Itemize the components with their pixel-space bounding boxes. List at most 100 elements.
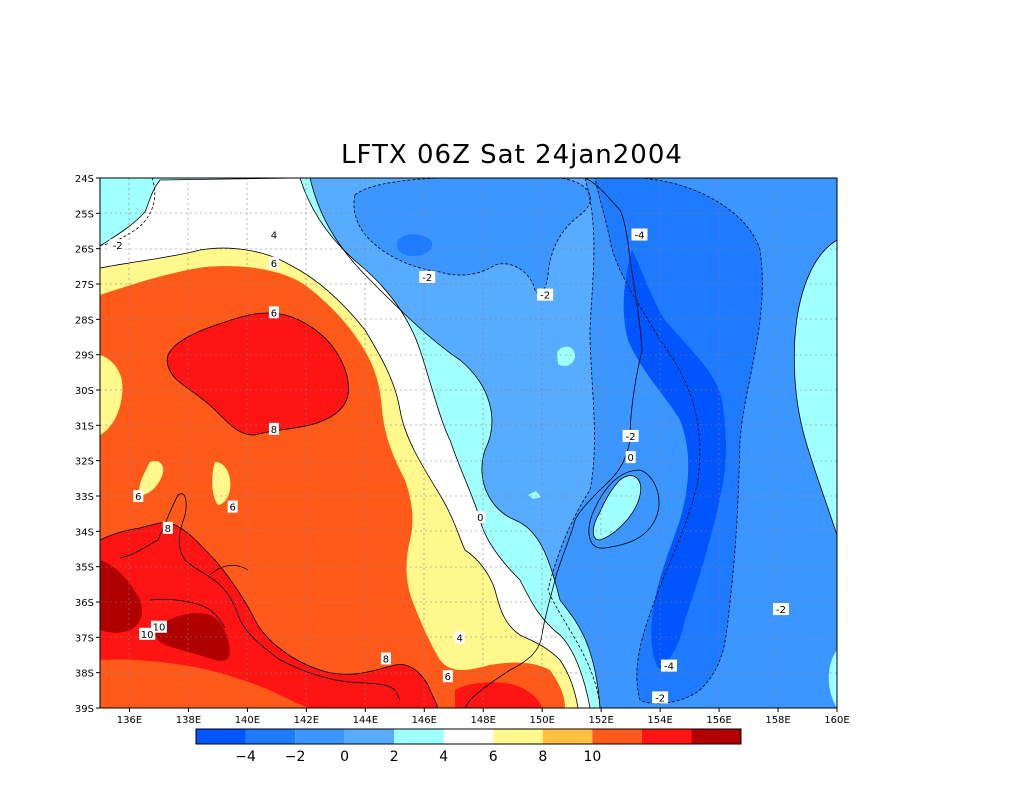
contour-label: -2 <box>422 273 432 284</box>
contour-label: 0 <box>477 513 483 524</box>
colorbar-label: −2 <box>285 749 306 765</box>
coastline <box>119 178 643 708</box>
field-band-red-south <box>100 522 438 708</box>
plot-frame <box>99 177 838 709</box>
contour-minus2-east <box>547 178 601 708</box>
x-tick-label: 156E <box>706 715 731 726</box>
contour-label: 8 <box>165 524 171 535</box>
field-yellow-west-lobe <box>100 355 123 435</box>
contour-label: 0 <box>627 453 633 464</box>
field-band-minus2-north <box>353 178 591 295</box>
contour-label: -4 <box>634 231 644 242</box>
contour-label-box <box>660 659 677 672</box>
field-yellow-spot-1 <box>139 460 164 495</box>
coastline-gulf <box>119 493 401 701</box>
contour-label-box <box>625 451 636 464</box>
contour-0 <box>309 178 601 708</box>
contour-label-box <box>133 490 144 502</box>
shaded-field <box>100 178 837 708</box>
contour-label-box <box>139 627 156 640</box>
y-tick-label: 36S <box>75 598 94 609</box>
colorbar-frame <box>195 728 742 745</box>
contour-label-box <box>268 306 279 319</box>
field-cyan-nw-lobe <box>100 178 155 245</box>
field-cyan-spot <box>557 346 575 366</box>
contour-label-box <box>162 521 173 534</box>
contour-label: 6 <box>271 308 277 319</box>
contour-label-box <box>268 228 279 241</box>
contour-label: 6 <box>135 492 141 503</box>
field-band-orange-sw <box>100 659 310 708</box>
y-tick-label: 27S <box>75 280 94 291</box>
contour-label: -2 <box>776 605 786 616</box>
y-tick-label: 33S <box>75 492 94 503</box>
contour-label-box <box>419 270 436 283</box>
x-tick-label: 152E <box>588 715 613 726</box>
x-axis: 136E 138E 140E 142E 144E 146E 148E 150E 152E 154E… <box>117 708 850 726</box>
contour-label-box <box>772 603 789 616</box>
field-band-darkred-1 <box>100 560 142 633</box>
contour-label-box <box>652 691 669 704</box>
y-axis: 24S 25S 26S 27S 28S 29S 30S 31S 32S 33S 34S 35S 36S 3… <box>75 174 100 715</box>
colorbar-label: 8 <box>538 749 547 765</box>
y-tick-label: 37S <box>75 633 94 644</box>
contour-0-island <box>592 475 642 541</box>
colorbar-swatch <box>394 729 444 744</box>
grid-meridians <box>128 178 779 708</box>
contour-label: 4 <box>271 231 277 242</box>
contour-label: 6 <box>271 259 277 270</box>
y-tick-label: 31S <box>75 421 94 432</box>
colorbar-label: 6 <box>489 749 498 765</box>
coastline-gulf-3 <box>209 565 249 576</box>
contour-0-east <box>793 239 837 536</box>
colorbar-swatch <box>542 729 593 744</box>
colorbar-swatch <box>196 729 246 744</box>
contour-label: -2 <box>113 241 123 252</box>
contour-label-box <box>475 511 486 524</box>
x-tick-label: 158E <box>765 715 790 726</box>
contour-label-box <box>227 500 238 513</box>
colorbar-label: 4 <box>439 749 448 765</box>
field-band-minus6-east <box>623 250 726 670</box>
coastline-gulf-2 <box>149 598 226 629</box>
x-tick-label: 144E <box>353 715 378 726</box>
contour-label-box <box>537 288 554 301</box>
y-tick-label: 25S <box>75 209 94 220</box>
contour-label-box <box>268 256 279 269</box>
colorbar-swatch <box>641 729 692 744</box>
x-tick-label: 160E <box>824 715 849 726</box>
coastline-east <box>464 178 643 708</box>
contour-lines <box>100 178 837 708</box>
x-tick-label: 140E <box>235 715 260 726</box>
field-cyan-island <box>593 475 641 540</box>
contour-0-ring <box>588 469 660 549</box>
y-tick-label: 28S <box>75 315 94 326</box>
contour-label: -2 <box>626 432 636 443</box>
colorbar-label: −4 <box>235 749 256 765</box>
contour-label: 10 <box>153 623 166 634</box>
contour-8 <box>166 312 349 436</box>
contour-label: -4 <box>664 662 674 673</box>
y-tick-label: 34S <box>75 527 94 538</box>
field-band-cyan-se <box>828 650 837 708</box>
x-tick-label: 136E <box>117 715 142 726</box>
field-band-red-east <box>455 682 542 708</box>
colorbar-swatch <box>592 729 642 744</box>
contour-6 <box>100 247 579 708</box>
colorbar-swatch <box>295 729 345 744</box>
contour-label: 8 <box>271 425 277 436</box>
grid-lines <box>100 178 837 708</box>
x-tick-label: 154E <box>647 715 672 726</box>
contour-label: 6 <box>445 672 451 683</box>
colorbar-swatch <box>493 729 543 744</box>
colorbar-swatch <box>691 729 741 744</box>
contour-label-box <box>268 422 279 435</box>
y-tick-label: 26S <box>75 245 94 256</box>
y-tick-label: 29S <box>75 351 94 362</box>
x-tick-label: 142E <box>294 715 319 726</box>
y-tick-label: 39S <box>75 704 94 715</box>
contour-label: 4 <box>456 633 462 644</box>
contour-label: -2 <box>655 693 665 704</box>
